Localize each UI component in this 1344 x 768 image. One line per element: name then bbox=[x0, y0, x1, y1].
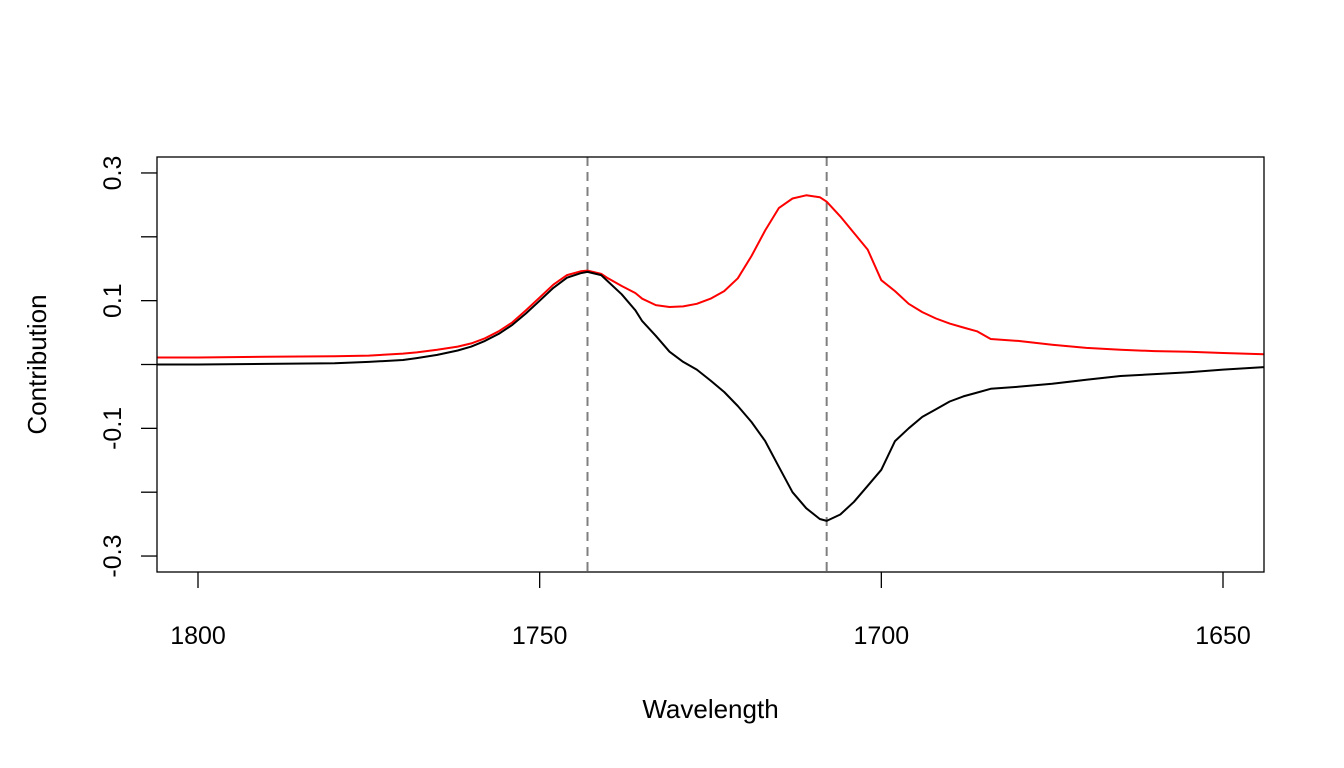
y-axis-title: Contribution bbox=[22, 294, 52, 434]
series-layer bbox=[157, 194, 1265, 522]
y-tick-label: -0.1 bbox=[99, 407, 127, 450]
y-axis: -0.3 -0.1 0.1 0.3 bbox=[99, 156, 157, 578]
x-tick-label: 1650 bbox=[1195, 622, 1251, 650]
x-tick-label: 1750 bbox=[512, 622, 568, 650]
series-line-1 bbox=[157, 194, 1265, 359]
plot-frame bbox=[156, 156, 1265, 573]
series-line-2 bbox=[157, 270, 1265, 522]
y-tick-label: 0.1 bbox=[99, 283, 127, 318]
reference-lines bbox=[586, 157, 828, 572]
x-tick-label: 1800 bbox=[170, 622, 226, 650]
x-axis-title: Wavelength bbox=[642, 694, 778, 724]
y-tick-label: -0.3 bbox=[99, 534, 127, 577]
x-axis: 1800 1750 1700 1650 bbox=[170, 572, 1251, 650]
y-tick-label: 0.3 bbox=[99, 156, 127, 191]
x-tick-label: 1700 bbox=[854, 622, 910, 650]
